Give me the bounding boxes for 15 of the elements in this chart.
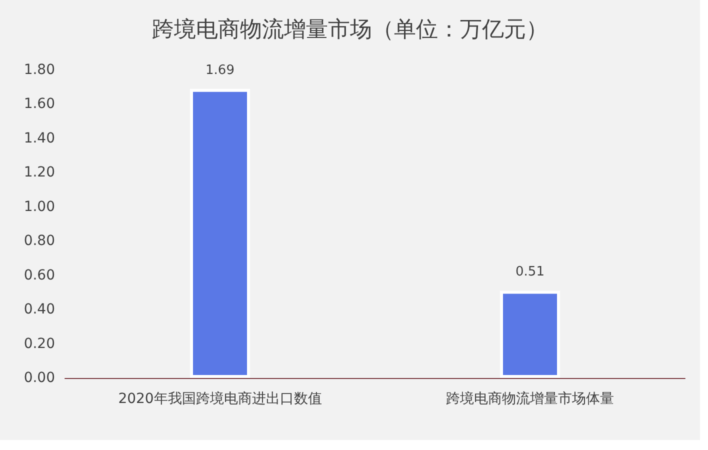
y-tick-label: 1.60 (24, 96, 55, 112)
y-tick-label: 1.20 (24, 164, 55, 181)
x-tick-label: 2020年我国跨境电商进出口数值 (118, 391, 322, 407)
y-tick-label: 0.80 (24, 233, 55, 250)
data-label: 1.69 (206, 62, 234, 78)
x-tick-label: 跨境电商物流增量市场体量 (446, 391, 614, 407)
y-tick-label: 1.80 (24, 62, 55, 78)
y-tick-label: 1.00 (24, 198, 55, 215)
y-tick-label: 0.20 (24, 336, 55, 352)
y-tick-label: 0.60 (24, 267, 55, 284)
chart-title: 跨境电商物流增量市场（单位：万亿元） (152, 18, 548, 42)
y-tick-label: 0.40 (24, 302, 55, 318)
y-tick-label: 1.40 (24, 130, 55, 146)
data-label: 0.51 (516, 264, 544, 280)
y-tick-label: 0.00 (24, 370, 55, 386)
